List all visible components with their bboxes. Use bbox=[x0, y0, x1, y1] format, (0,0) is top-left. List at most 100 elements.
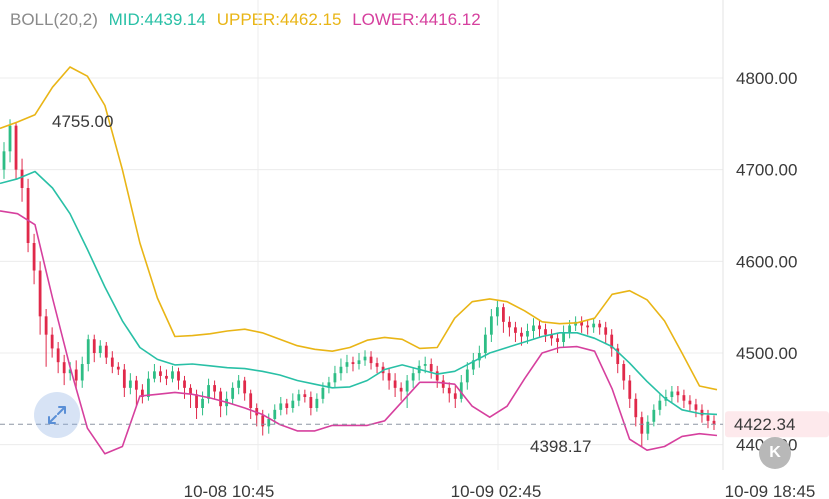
candle bbox=[369, 351, 373, 370]
candle bbox=[508, 316, 511, 337]
band-lower bbox=[0, 210, 718, 455]
candle bbox=[532, 318, 535, 339]
x-tick-label: 10-09 18:45 bbox=[725, 482, 816, 499]
candle bbox=[279, 397, 283, 416]
candle bbox=[159, 365, 162, 383]
candle-body bbox=[327, 382, 331, 388]
candle bbox=[459, 375, 463, 403]
candle-body bbox=[321, 387, 325, 399]
candle bbox=[249, 389, 253, 420]
candle-body bbox=[502, 307, 505, 322]
candle-body bbox=[134, 380, 138, 390]
candle bbox=[646, 415, 650, 441]
candle-body bbox=[183, 380, 186, 388]
candle bbox=[207, 378, 210, 404]
candle-body bbox=[32, 243, 36, 271]
candle bbox=[50, 327, 54, 358]
bollinger-bands bbox=[0, 66, 718, 455]
candle-body bbox=[237, 380, 241, 388]
candle-body bbox=[38, 270, 42, 317]
candle bbox=[375, 357, 379, 374]
candle-body bbox=[309, 397, 313, 409]
candle-body bbox=[62, 362, 66, 374]
candle bbox=[92, 334, 96, 363]
candle-body bbox=[74, 369, 78, 381]
candle bbox=[56, 342, 60, 374]
candle-body bbox=[56, 348, 60, 363]
y-tick-label: 4700.00 bbox=[736, 161, 797, 180]
candle-body bbox=[580, 321, 584, 326]
candle-body bbox=[465, 369, 469, 383]
candle-body bbox=[315, 398, 319, 409]
candle bbox=[556, 332, 559, 354]
candle bbox=[44, 309, 48, 367]
candle-body bbox=[231, 387, 235, 399]
candle bbox=[147, 371, 150, 401]
candle bbox=[429, 358, 433, 379]
candle bbox=[441, 375, 445, 394]
candle bbox=[165, 369, 168, 386]
expand-arrows-icon bbox=[48, 406, 66, 424]
band-mid bbox=[0, 170, 718, 416]
candle bbox=[658, 394, 662, 416]
candle bbox=[297, 389, 301, 407]
candle-body bbox=[477, 353, 481, 361]
candle bbox=[231, 382, 235, 405]
candle bbox=[471, 353, 475, 376]
candle bbox=[514, 321, 517, 343]
k-logo-icon: K bbox=[759, 437, 791, 469]
candle bbox=[213, 380, 216, 399]
mid-value: MID:4439.14 bbox=[108, 10, 206, 29]
candle bbox=[201, 391, 204, 416]
candle bbox=[177, 367, 180, 390]
candle-body bbox=[670, 391, 674, 398]
candle-body bbox=[189, 387, 192, 395]
last-price-label: 4422.34 bbox=[734, 415, 795, 434]
candle bbox=[26, 178, 30, 253]
candle-body bbox=[98, 345, 102, 354]
candle bbox=[453, 386, 457, 409]
candle-body bbox=[489, 316, 493, 335]
candle-body bbox=[556, 338, 559, 343]
candle-body bbox=[435, 371, 439, 381]
candle bbox=[351, 356, 355, 372]
candle-body bbox=[8, 125, 12, 152]
candle-body bbox=[622, 364, 626, 381]
candle bbox=[405, 375, 409, 409]
candle bbox=[86, 334, 90, 372]
candle-body bbox=[393, 380, 397, 388]
candle bbox=[128, 373, 132, 395]
candle bbox=[688, 395, 692, 412]
candle-body bbox=[267, 419, 271, 427]
expand-button[interactable] bbox=[34, 392, 80, 438]
candle bbox=[502, 303, 505, 333]
candle-body bbox=[122, 369, 126, 388]
candle bbox=[267, 413, 271, 434]
candle-body bbox=[532, 325, 535, 332]
candle bbox=[32, 233, 36, 285]
candle-body bbox=[441, 380, 445, 388]
candle bbox=[303, 389, 307, 403]
candle bbox=[393, 373, 397, 398]
candle-body bbox=[520, 332, 523, 337]
candle-body bbox=[658, 400, 662, 410]
candle bbox=[387, 367, 391, 390]
candle bbox=[652, 404, 656, 427]
lower-value: LOWER:4416.12 bbox=[352, 10, 481, 29]
candle bbox=[592, 318, 596, 333]
candle bbox=[195, 389, 198, 420]
candle-body bbox=[429, 364, 433, 372]
candle-body bbox=[676, 391, 680, 396]
candle-body bbox=[116, 366, 120, 370]
candle-body bbox=[399, 387, 403, 392]
candle bbox=[580, 316, 584, 333]
candle bbox=[604, 321, 608, 344]
candle bbox=[363, 350, 367, 366]
candle-body bbox=[508, 321, 511, 328]
candle bbox=[333, 365, 337, 388]
candle-body bbox=[50, 334, 54, 349]
candle bbox=[435, 365, 439, 388]
candle-body bbox=[514, 327, 517, 333]
candle-body bbox=[634, 398, 638, 418]
